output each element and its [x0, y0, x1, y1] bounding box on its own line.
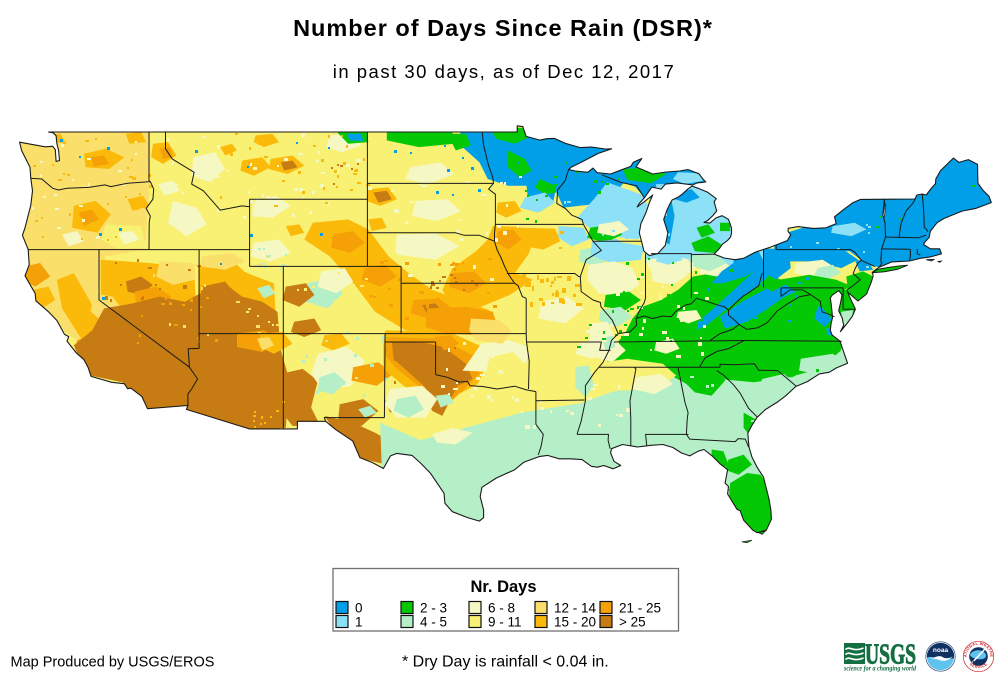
svg-text:4 - 5: 4 - 5 — [420, 615, 447, 630]
svg-text:USGS: USGS — [865, 640, 916, 671]
svg-text:15 - 20: 15 - 20 — [554, 615, 596, 630]
svg-text:science for a changing world: science for a changing world — [843, 664, 916, 673]
svg-text:21 - 25: 21 - 25 — [619, 601, 661, 616]
svg-text:1: 1 — [355, 615, 363, 630]
svg-text:in past 30 days, as of Dec 12,: in past 30 days, as of Dec 12, 2017 — [333, 61, 676, 82]
svg-text:noaa: noaa — [933, 647, 949, 654]
svg-text:SERVICE: SERVICE — [969, 661, 989, 669]
svg-text:2 - 3: 2 - 3 — [420, 601, 447, 616]
svg-text:6 - 8: 6 - 8 — [488, 601, 515, 616]
svg-text:12 - 14: 12 - 14 — [554, 601, 597, 616]
svg-text:0: 0 — [355, 601, 363, 616]
svg-text:* Dry Day is rainfall < 0.04 i: * Dry Day is rainfall < 0.04 in. — [402, 654, 609, 671]
svg-text:Number of Days Since Rain (DSR: Number of Days Since Rain (DSR)* — [293, 15, 713, 41]
svg-text:> 25: > 25 — [619, 615, 646, 630]
svg-text:Nr. Days: Nr. Days — [470, 578, 536, 596]
svg-text:Map Produced by USGS/EROS: Map Produced by USGS/EROS — [11, 655, 215, 671]
svg-text:9 - 11: 9 - 11 — [488, 615, 522, 630]
